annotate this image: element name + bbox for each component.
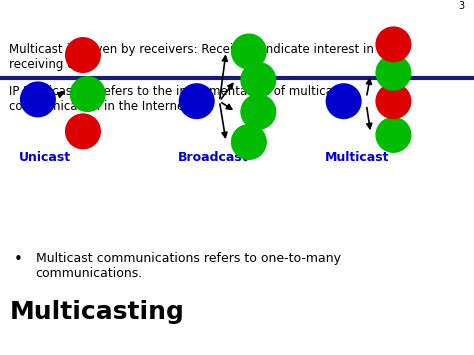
Text: IP Multicasting refers to the implementation of multicast
communication in the I: IP Multicasting refers to the implementa…: [9, 85, 344, 113]
Ellipse shape: [65, 113, 101, 149]
Ellipse shape: [65, 37, 101, 73]
Ellipse shape: [375, 26, 411, 62]
Text: Broadcast: Broadcast: [178, 151, 248, 164]
Ellipse shape: [179, 83, 215, 119]
Text: Multicast: Multicast: [325, 151, 389, 164]
Ellipse shape: [70, 76, 106, 112]
Ellipse shape: [375, 55, 411, 91]
Text: Multicasting: Multicasting: [9, 300, 184, 324]
Text: Unicast: Unicast: [19, 151, 71, 164]
Text: Multicast is driven by receivers: Receivers indicate interest in
receiving data: Multicast is driven by receivers: Receiv…: [9, 43, 374, 71]
Ellipse shape: [240, 62, 276, 98]
Ellipse shape: [231, 124, 267, 160]
Ellipse shape: [375, 117, 411, 153]
Text: 3: 3: [458, 1, 465, 11]
Ellipse shape: [20, 81, 56, 118]
Text: Multicast communications refers to one-to-many
communications.: Multicast communications refers to one-t…: [36, 252, 340, 280]
Ellipse shape: [375, 83, 411, 119]
Ellipse shape: [326, 83, 362, 119]
Ellipse shape: [231, 33, 267, 70]
Text: •: •: [14, 252, 23, 267]
Ellipse shape: [240, 94, 276, 130]
